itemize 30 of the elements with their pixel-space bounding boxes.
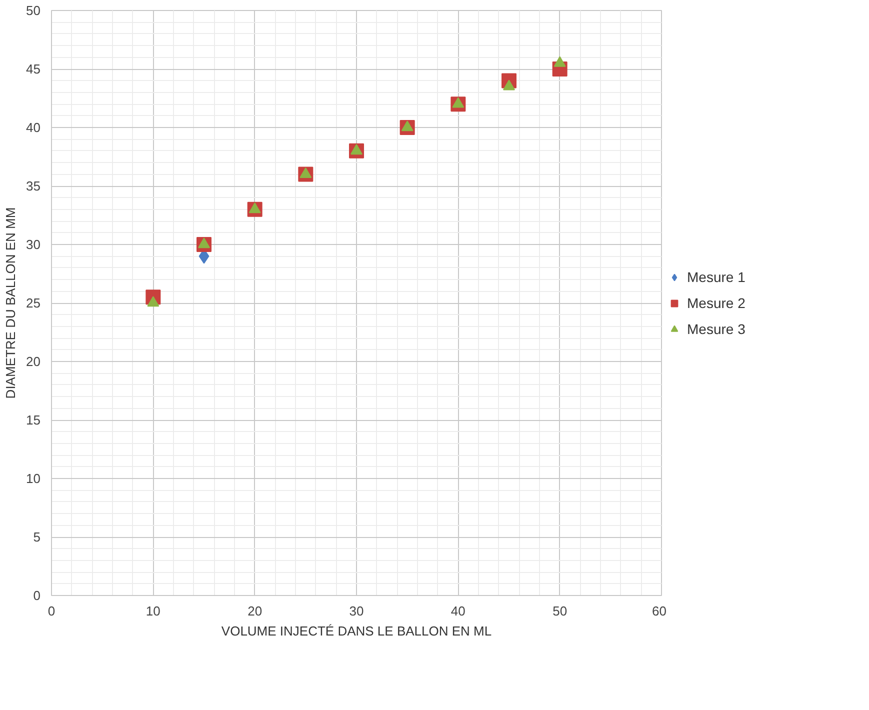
y-tick-label: 45 <box>26 62 41 76</box>
legend-label: Mesure 2 <box>687 294 746 310</box>
y-tick-label: 10 <box>26 471 41 486</box>
x-tick-label: 60 <box>652 604 667 618</box>
x-tick-label: 10 <box>146 604 160 618</box>
point <box>147 296 160 307</box>
x-axis-title: VOLUME INJECTÉ DANS LE BALLON EN ML <box>221 624 492 638</box>
point <box>452 97 464 108</box>
legend-label: Mesure 1 <box>687 268 746 284</box>
point <box>198 238 210 248</box>
y-tick-label: 0 <box>33 588 41 603</box>
y-tick-label: 30 <box>26 237 41 252</box>
y-tick-label: 25 <box>26 296 41 310</box>
y-axis-title: DIAMETRE DU BALLON EN MM <box>3 207 18 399</box>
point <box>401 120 414 132</box>
y-tick-label: 15 <box>26 412 41 428</box>
x-tick-label: 20 <box>248 604 262 618</box>
y-tick-label: 35 <box>26 178 41 194</box>
x-tick-label: 0 <box>48 604 56 618</box>
x-tick-label: 50 <box>552 604 568 618</box>
point <box>554 56 566 67</box>
x-tick-label: 40 <box>450 604 466 618</box>
y-tick-label: 50 <box>26 3 41 18</box>
point <box>300 167 312 178</box>
y-tick-label: 20 <box>26 354 41 369</box>
y-tick-label: 40 <box>26 120 41 135</box>
x-tick-label: 30 <box>349 604 364 618</box>
legend-label: Mesure 3 <box>687 320 746 336</box>
y-tick-label: 5 <box>33 530 41 544</box>
point <box>248 202 261 214</box>
